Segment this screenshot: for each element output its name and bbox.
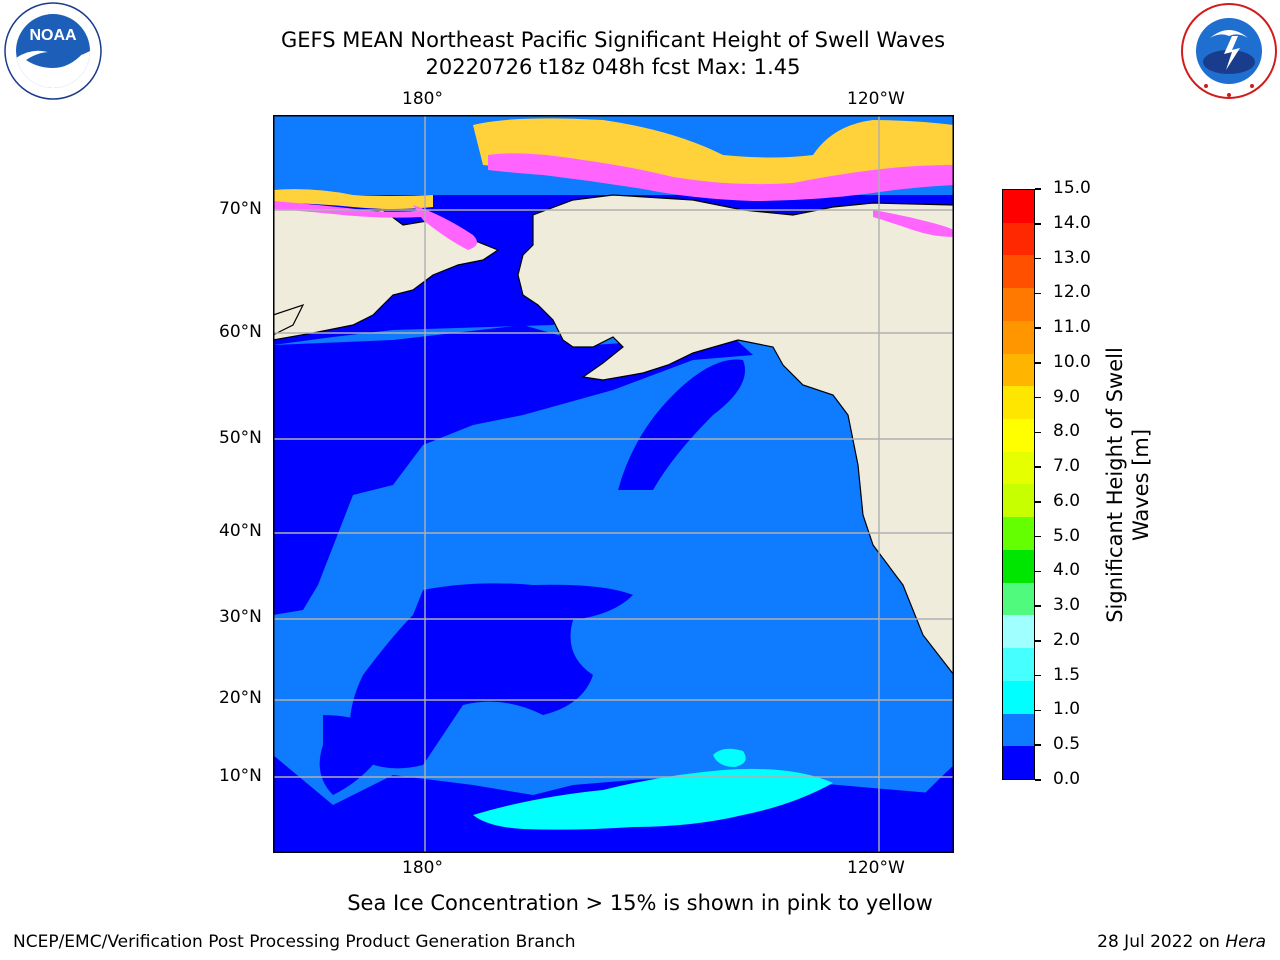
- colorbar-swatch: [1003, 648, 1034, 681]
- colorbar-tick-label: 0.0: [1053, 769, 1081, 789]
- graticule: [273, 115, 954, 853]
- colorbar-tick-label: 6.0: [1053, 490, 1081, 511]
- footer-right: 28 Jul 2022 on Hera: [1097, 932, 1266, 952]
- colorbar-tick-mark: [1035, 188, 1041, 190]
- chart-title-line2: 20220726 t18z 048h fcst Max: 1.45: [425, 55, 801, 79]
- colorbar-tick-label: 1.5: [1053, 664, 1081, 685]
- colorbar-swatch: [1003, 419, 1034, 452]
- colorbar-tick-mark: [1035, 709, 1041, 712]
- colorbar-swatch: [1003, 582, 1034, 616]
- lat-label-40n: 40°N: [219, 521, 262, 541]
- lon-label-top-120w: 120°W: [847, 89, 905, 109]
- colorbar-tick-mark: [1035, 674, 1041, 677]
- ocean-high-swell-patch: [713, 748, 746, 767]
- colorbar-tick-mark: [1035, 570, 1041, 573]
- colorbar-tick-label: 3.0: [1053, 595, 1081, 616]
- lat-label-60n: 60°N: [219, 322, 262, 342]
- colorbar-tick-label: 9.0: [1053, 386, 1081, 407]
- colorbar-swatch: [1003, 288, 1034, 321]
- colorbar-tick-label: 15.0: [1053, 178, 1091, 198]
- colorbar-swatch: [1003, 746, 1034, 779]
- colorbar-tick-label: 0.5: [1053, 734, 1081, 755]
- colorbar-tick-label: 10.0: [1053, 351, 1091, 372]
- colorbar-tick-mark: [1035, 327, 1041, 329]
- colorbar-tick-mark: [1035, 257, 1041, 260]
- map-caption: Sea Ice Concentration > 15% is shown in …: [347, 891, 933, 915]
- footer-date: 28 Jul 2022 on: [1097, 932, 1226, 952]
- lat-label-10n: 10°N: [219, 766, 262, 786]
- colorbar-swatch: [1003, 549, 1034, 583]
- colorbar-swatch: [1003, 517, 1034, 550]
- colorbar-swatch: [1003, 353, 1034, 387]
- nws-logo: [1180, 2, 1278, 100]
- lat-label-50n: 50°N: [219, 428, 262, 448]
- colorbar-swatch: [1003, 484, 1034, 518]
- lon-label-bottom-180: 180°: [402, 858, 443, 878]
- lat-label-30n: 30°N: [219, 607, 262, 627]
- colorbar-tick-mark: [1035, 535, 1041, 538]
- lon-label-bottom-120w: 120°W: [847, 858, 905, 878]
- colorbar: [1002, 189, 1035, 780]
- colorbar-tick-mark: [1035, 501, 1041, 503]
- colorbar-tick-mark: [1035, 362, 1041, 364]
- colorbar-swatch: [1003, 386, 1034, 420]
- colorbar-tick-label: 8.0: [1053, 421, 1081, 442]
- colorbar-tick-mark: [1035, 292, 1041, 295]
- colorbar-tick-label: 14.0: [1053, 212, 1091, 233]
- colorbar-tick-label: 1.0: [1053, 699, 1081, 720]
- colorbar-swatch: [1003, 255, 1034, 289]
- colorbar-tick-mark: [1035, 605, 1041, 607]
- colorbar-tick-label: 11.0: [1053, 317, 1091, 338]
- colorbar-tick-label: 2.0: [1053, 629, 1081, 650]
- lon-label-top-180: 180°: [402, 89, 443, 109]
- noaa-logo-text: NOAA: [29, 27, 77, 44]
- colorbar-tick-label: 12.0: [1053, 282, 1091, 303]
- colorbar-label-line2: Waves [m]: [1129, 428, 1153, 542]
- colorbar-tick-label: 7.0: [1053, 456, 1081, 477]
- colorbar-swatch: [1003, 680, 1034, 714]
- noaa-logo: NOAA: [4, 2, 102, 100]
- chart-title-line1: GEFS MEAN Northeast Pacific Significant …: [280, 28, 946, 52]
- colorbar-tick-mark: [1035, 466, 1041, 468]
- colorbar-tick-mark: [1035, 431, 1041, 434]
- lat-label-20n: 20°N: [219, 688, 262, 708]
- colorbar-tick-mark: [1035, 223, 1041, 225]
- colorbar-tick-label: 4.0: [1053, 560, 1081, 581]
- colorbar-tick-mark: [1035, 779, 1041, 781]
- colorbar-swatch: [1003, 713, 1034, 747]
- colorbar-swatch: [1003, 320, 1034, 354]
- footer-left: NCEP/EMC/Verification Post Processing Pr…: [13, 932, 576, 952]
- colorbar-swatch: [1003, 222, 1034, 256]
- ocean-high-swell: [473, 768, 833, 830]
- lat-label-70n: 70°N: [219, 199, 262, 219]
- footer-machine: Hera: [1225, 932, 1266, 952]
- colorbar-tick-label: 13.0: [1053, 247, 1091, 268]
- colorbar-swatch: [1003, 451, 1034, 485]
- colorbar-label-line1: Significant Height of Swell: [1103, 347, 1127, 623]
- colorbar-tick-label: 5.0: [1053, 525, 1081, 546]
- colorbar-swatch: [1003, 615, 1034, 649]
- colorbar-tick-mark: [1035, 744, 1041, 746]
- colorbar-swatch: [1003, 190, 1034, 223]
- colorbar-tick-mark: [1035, 396, 1041, 399]
- map-panel: [273, 115, 954, 853]
- colorbar-tick-mark: [1035, 640, 1041, 642]
